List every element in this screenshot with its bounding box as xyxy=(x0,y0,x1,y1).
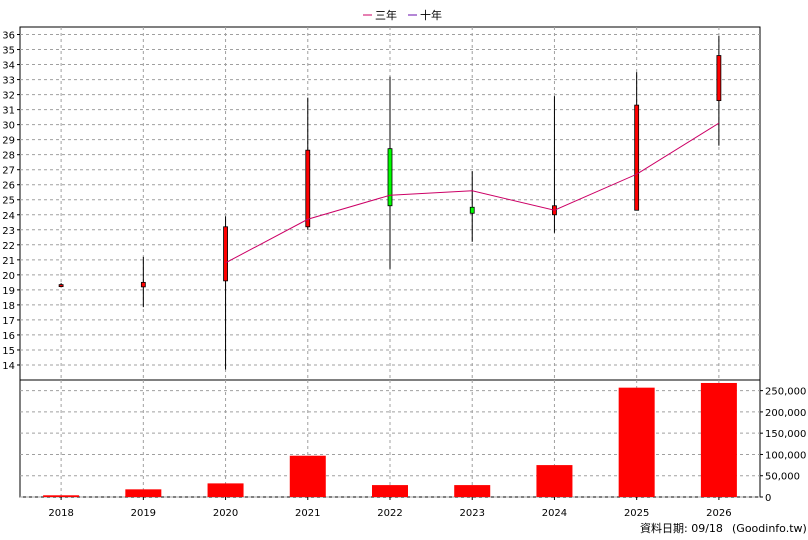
x-tick-label: 2025 xyxy=(624,508,649,519)
price-tick-label: 25 xyxy=(2,196,15,207)
price-y-axis: 14 15 16 17 18 19 20 21 22 23 24 25 26 27 28 29 30 31 32 33… xyxy=(2,31,20,372)
x-tick-label: 2018 xyxy=(48,508,73,519)
volume-bar xyxy=(289,455,326,497)
three-year-line xyxy=(225,122,720,264)
volume-tick-label: 0 xyxy=(765,493,771,504)
price-tick-label: 18 xyxy=(2,301,15,312)
source-label: (Goodinfo.tw) xyxy=(732,522,807,535)
volume-tick-label: 200,000 xyxy=(765,408,806,419)
data-date-label: 資料日期: 09/18 xyxy=(640,521,723,535)
x-tick-label: 2021 xyxy=(295,508,320,519)
volume-bar xyxy=(372,485,408,497)
price-tick-label: 27 xyxy=(2,166,15,177)
price-tick-label: 29 xyxy=(2,136,15,147)
candle-body xyxy=(469,206,475,214)
candle-body xyxy=(305,149,311,228)
price-tick-label: 21 xyxy=(2,256,15,267)
price-tick-label: 24 xyxy=(2,211,15,222)
candle-body xyxy=(634,104,640,211)
price-panel: 14 15 16 17 18 19 20 21 22 23 24 25 26 27 28 29 30 31 32 33… xyxy=(2,26,761,381)
price-tick-label: 15 xyxy=(2,346,15,357)
price-tick-label: 16 xyxy=(2,331,15,342)
price-tick-label: 32 xyxy=(2,91,15,102)
price-tick-label: 20 xyxy=(2,271,15,282)
x-tick-label: 2024 xyxy=(542,508,567,519)
volume-bar xyxy=(43,495,80,497)
candle-body xyxy=(58,284,64,288)
volume-tick-label: 50,000 xyxy=(765,472,800,483)
x-tick-label: 2022 xyxy=(377,508,402,519)
price-tick-label: 22 xyxy=(2,241,15,252)
volume-bar xyxy=(454,485,491,497)
legend: 三年 十年 xyxy=(363,8,442,22)
price-tick-label: 33 xyxy=(2,76,15,87)
x-tick-label: 2026 xyxy=(706,508,731,519)
volume-bar xyxy=(618,387,655,497)
price-tick-label: 36 xyxy=(2,31,15,42)
volume-tick-label: 150,000 xyxy=(765,429,806,440)
volume-y-axis: 0 50,000 100,000 150,000 200,000 250,000 xyxy=(760,387,806,504)
price-tick-label: 26 xyxy=(2,181,15,192)
price-tick-label: 34 xyxy=(2,61,15,72)
x-tick-label: 2023 xyxy=(459,508,484,519)
price-tick-label: 23 xyxy=(2,226,15,237)
volume-bar xyxy=(700,382,737,497)
volume-bar xyxy=(207,483,244,497)
volume-bar xyxy=(536,465,573,497)
x-tick-label: 2020 xyxy=(213,508,238,519)
legend-three-year-label: 三年 xyxy=(375,8,397,22)
candle-body xyxy=(716,55,722,102)
x-axis: 2018 2019 2020 2021 2022 2023 2024 2025 2026 xyxy=(48,497,732,519)
candle-body xyxy=(223,226,228,282)
price-tick-label: 30 xyxy=(2,121,15,132)
x-tick-label: 2019 xyxy=(131,508,156,519)
price-tick-label: 28 xyxy=(2,151,15,162)
volume-tick-label: 100,000 xyxy=(765,450,806,461)
price-tick-label: 19 xyxy=(2,286,15,297)
price-tick-label: 17 xyxy=(2,316,15,327)
price-tick-label: 35 xyxy=(2,46,15,57)
legend-ten-year-label: 十年 xyxy=(420,8,442,22)
candle-body xyxy=(387,148,393,207)
price-tick-label: 14 xyxy=(2,361,15,372)
price-tick-label: 31 xyxy=(2,106,15,117)
volume-bar xyxy=(125,489,162,497)
volume-tick-label: 250,000 xyxy=(765,387,806,398)
volume-bars xyxy=(43,382,737,497)
volume-panel: 0 50,000 100,000 150,000 200,000 250,000 xyxy=(19,379,806,504)
candle-body xyxy=(140,281,146,288)
